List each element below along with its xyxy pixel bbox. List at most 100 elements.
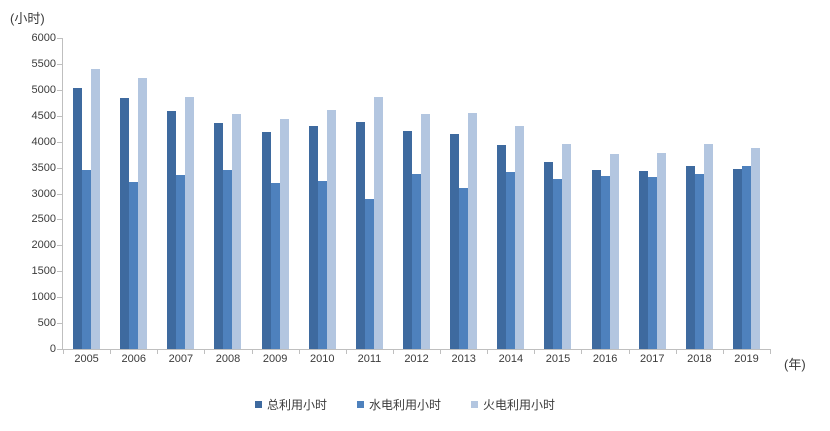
bar-group-2012 (393, 38, 440, 349)
x-tick (534, 350, 535, 354)
y-tick-label: 3000 (31, 188, 56, 200)
bar-group-2006 (110, 38, 157, 349)
bar-水电利用小时-2009 (270, 183, 280, 349)
bar-水电利用小时-2014 (506, 172, 516, 349)
y-tick (57, 142, 62, 143)
legend-item-火电利用小时: 火电利用小时 (471, 396, 555, 413)
x-tick-label-2016: 2016 (592, 353, 618, 365)
bar-火电利用小时-2013 (468, 113, 478, 349)
x-tick-label-2014: 2014 (498, 353, 524, 365)
x-tick (299, 350, 300, 354)
bar-水电利用小时-2018 (694, 174, 704, 349)
x-axis-unit-label: (年) (784, 357, 806, 372)
x-tick (770, 350, 771, 354)
bar-火电利用小时-2017 (656, 153, 666, 349)
bar-火电利用小时-2009 (279, 119, 289, 349)
bar-group-2010 (299, 38, 346, 349)
bar-总利用小时-2010 (308, 126, 318, 349)
bar-总利用小时-2019 (733, 169, 743, 349)
y-tick-label: 2000 (31, 239, 56, 251)
x-tick (581, 350, 582, 354)
bar-总利用小时-2011 (355, 122, 365, 349)
x-tick-label-2017: 2017 (640, 353, 665, 365)
bar-group-2014 (487, 38, 534, 349)
bar-总利用小时-2007 (167, 111, 177, 349)
bar-火电利用小时-2008 (232, 114, 242, 349)
bar-总利用小时-2016 (591, 170, 601, 349)
x-tick (440, 350, 441, 354)
bar-火电利用小时-2019 (751, 148, 761, 349)
plot-area: 0 500 1000 1500 2000 2500 3000 3500 4000 4500 5000… (32, 32, 771, 365)
bar-总利用小时-2014 (497, 145, 507, 349)
y-axis-line (62, 38, 63, 350)
bar-总利用小时-2017 (638, 171, 648, 349)
y-tick-label: 4500 (31, 110, 56, 122)
bar-group-2017 (629, 38, 676, 349)
x-tick-label-2013: 2013 (451, 353, 476, 365)
bar-group-2011 (346, 38, 393, 349)
y-tick (57, 64, 62, 65)
x-tick-label-2005: 2005 (74, 353, 99, 365)
x-tick-label-2012: 2012 (404, 353, 429, 365)
bar-总利用小时-2018 (685, 166, 695, 349)
y-tick (57, 245, 62, 246)
legend-label: 火电利用小时 (483, 398, 556, 412)
bar-group-2009 (252, 38, 299, 349)
y-tick-label: 0 (49, 343, 56, 355)
bar-group-2015 (534, 38, 581, 349)
legend-marker-icon (471, 401, 478, 408)
bar-火电利用小时-2011 (373, 97, 383, 349)
bar-总利用小时-2009 (261, 132, 271, 349)
legend-label: 总利用小时 (266, 398, 327, 412)
legend-label: 水电利用小时 (368, 398, 441, 412)
y-tick (57, 194, 62, 195)
x-tick-label-2019: 2019 (734, 353, 759, 365)
bar-火电利用小时-2018 (703, 144, 713, 349)
x-tick-label-2008: 2008 (215, 353, 241, 365)
legend-marker-icon (254, 401, 262, 408)
bar-总利用小时-2015 (544, 162, 554, 349)
x-tick (487, 350, 488, 354)
bar-火电利用小时-2006 (138, 78, 148, 349)
bar-水电利用小时-2007 (176, 175, 186, 349)
bar-水电利用小时-2012 (412, 174, 422, 349)
bar-group-2008 (204, 38, 251, 349)
x-tick (204, 350, 205, 354)
bar-水电利用小时-2010 (317, 181, 327, 349)
x-tick (346, 350, 347, 354)
y-tick (57, 168, 62, 169)
x-tick-label-2009: 2009 (262, 353, 288, 365)
y-tick-label: 500 (37, 317, 56, 329)
bar-group-2013 (440, 38, 487, 349)
bar-水电利用小时-2006 (129, 182, 139, 349)
x-tick-label-2007: 2007 (168, 353, 194, 365)
bar-水电利用小时-2011 (364, 199, 374, 349)
bar-水电利用小时-2008 (223, 170, 233, 349)
y-tick (57, 116, 62, 117)
bar-水电利用小时-2015 (553, 179, 563, 349)
bar-group-2018 (676, 38, 723, 349)
x-tick (723, 350, 724, 354)
x-tick (676, 350, 677, 354)
bar-火电利用小时-2005 (91, 69, 101, 349)
bar-火电利用小时-2015 (562, 144, 572, 349)
x-tick (110, 350, 111, 354)
x-tick-label-2006: 2006 (121, 353, 146, 365)
bar-火电利用小时-2007 (185, 97, 195, 349)
x-tick (63, 350, 64, 354)
y-tick (57, 271, 62, 272)
x-tick-label-2010: 2010 (310, 353, 335, 365)
y-tick (57, 38, 62, 39)
legend-item-总利用小时: 总利用小时 (254, 396, 327, 413)
y-axis-unit-label: (小时) (10, 11, 45, 26)
x-tick (393, 350, 394, 354)
y-tick-label: 3500 (31, 162, 56, 174)
x-tick-label-2015: 2015 (545, 353, 571, 365)
bar-水电利用小时-2017 (647, 177, 657, 349)
bar-水电利用小时-2013 (459, 188, 469, 349)
x-tick (252, 350, 253, 354)
bar-水电利用小时-2016 (600, 176, 610, 349)
bar-group-2005 (63, 38, 110, 349)
y-tick (57, 90, 62, 91)
